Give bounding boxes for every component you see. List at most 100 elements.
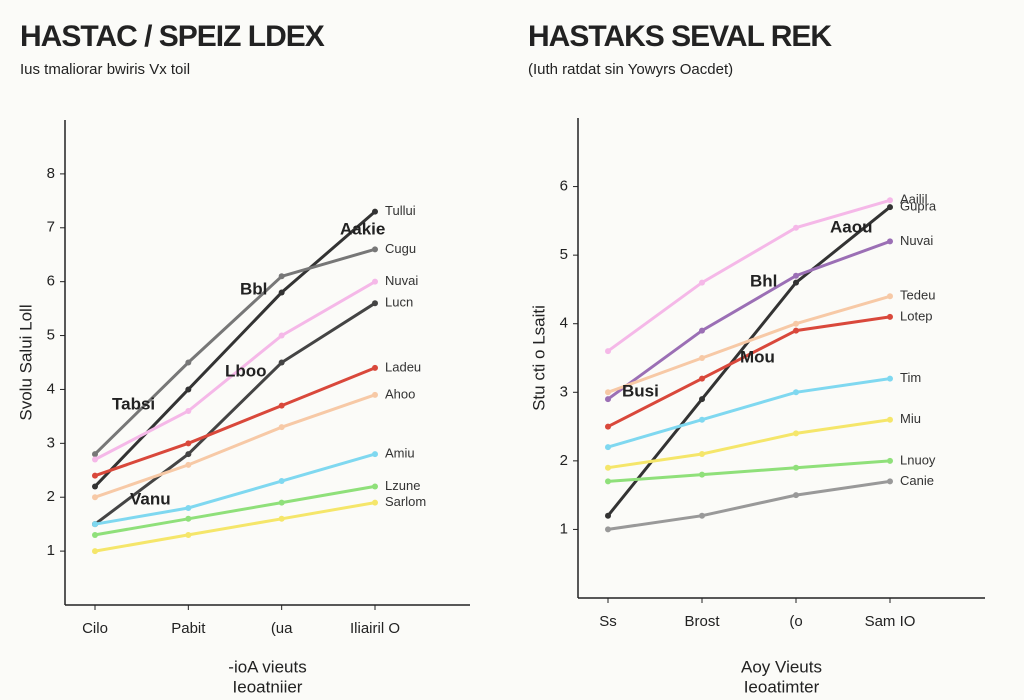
point — [372, 483, 378, 490]
point — [605, 389, 611, 396]
point — [278, 289, 285, 296]
series-line — [607, 459, 891, 483]
series-label: Ahoo — [385, 386, 415, 401]
series-line — [93, 210, 376, 488]
point — [92, 548, 98, 555]
point — [185, 408, 192, 414]
point — [278, 359, 285, 366]
y-axis-label: Stu cti o Lsaiti — [529, 305, 548, 411]
series-line — [94, 301, 376, 526]
point — [372, 451, 378, 458]
point — [793, 279, 799, 286]
point — [793, 464, 799, 471]
series-line — [93, 247, 376, 456]
point — [92, 521, 98, 528]
x-tick-label: (o — [789, 613, 802, 630]
y-axis-label: Svolu Salui Loll — [16, 304, 35, 420]
y-tick-label: 5 — [47, 327, 55, 344]
point — [372, 300, 378, 307]
series-label: Lotep — [900, 308, 933, 323]
point — [278, 499, 285, 506]
series-line — [607, 294, 891, 394]
point — [699, 279, 705, 286]
point — [185, 505, 192, 511]
series-line — [607, 198, 891, 353]
y-tick-label: 5 — [560, 246, 568, 263]
point — [793, 389, 799, 396]
x-tick-label: Pabit — [171, 620, 206, 637]
annotation: Mou — [740, 347, 775, 366]
series-label: Nuvai — [385, 273, 418, 288]
y-tick-label: 1 — [47, 542, 55, 559]
series-line — [607, 377, 891, 449]
point — [605, 478, 611, 485]
series-line — [94, 366, 376, 478]
y-tick-label: 2 — [560, 452, 568, 469]
series-label: Tedeu — [900, 288, 935, 303]
annotation: Bbl — [240, 279, 267, 298]
point — [887, 313, 893, 320]
point — [372, 499, 378, 506]
series-line — [607, 315, 891, 428]
annotation: Vanu — [130, 489, 171, 508]
point — [372, 391, 378, 398]
series-line — [607, 418, 891, 470]
point — [92, 483, 98, 490]
point — [699, 471, 705, 478]
chart: HASTAC / SPEIZ LDEX Ius tmaliorar bwiris … — [16, 20, 470, 696]
point — [92, 531, 98, 538]
series-label: Canie — [900, 473, 934, 488]
series-line — [94, 484, 376, 537]
point — [887, 375, 893, 382]
x-tick-label: Sam IO — [865, 613, 916, 630]
point — [92, 472, 98, 479]
point — [793, 327, 799, 334]
annotation: Aakie — [340, 219, 385, 238]
series-line — [607, 239, 891, 401]
series-label: Lucn — [385, 295, 413, 310]
x-tick-label: Iliairil O — [350, 620, 400, 637]
point — [699, 512, 705, 519]
point — [699, 375, 705, 382]
point — [605, 423, 611, 430]
point — [92, 456, 98, 463]
point — [699, 355, 705, 361]
series-line — [94, 452, 376, 526]
x-tick-label: (ua — [271, 620, 293, 637]
x-axis-label: Ieoatniier — [233, 677, 303, 696]
point — [605, 444, 611, 451]
x-tick-label: Cilo — [82, 620, 108, 637]
point — [185, 359, 192, 366]
point — [372, 246, 378, 253]
series-line — [94, 280, 376, 461]
series-label: Miu — [900, 411, 921, 426]
point — [605, 348, 611, 355]
series-label: Aailil — [900, 192, 928, 207]
point — [887, 197, 893, 204]
point — [699, 396, 705, 403]
point — [699, 416, 705, 423]
annotation: Busi — [622, 381, 659, 400]
legend-text: Aoy Vieuts — [741, 657, 822, 676]
point — [278, 424, 285, 431]
y-tick-label: 3 — [47, 434, 55, 451]
y-tick-label: 4 — [47, 380, 55, 397]
point — [278, 515, 285, 522]
series-label: Ladeu — [385, 359, 421, 374]
series-label: Sarlom — [385, 494, 426, 509]
y-tick-label: 6 — [47, 273, 55, 290]
point — [699, 327, 705, 334]
point — [793, 224, 799, 231]
point — [185, 461, 192, 468]
point — [605, 512, 611, 519]
series-label: Tullui — [385, 203, 416, 218]
series-label: Nuvai — [900, 233, 933, 248]
point — [185, 515, 192, 522]
annotation: Aaou — [830, 217, 873, 236]
x-axis-label: Ieoatimter — [744, 677, 820, 696]
point — [887, 416, 893, 423]
point — [278, 478, 285, 485]
y-tick-label: 8 — [47, 165, 55, 182]
point — [92, 494, 98, 501]
point — [887, 238, 893, 245]
